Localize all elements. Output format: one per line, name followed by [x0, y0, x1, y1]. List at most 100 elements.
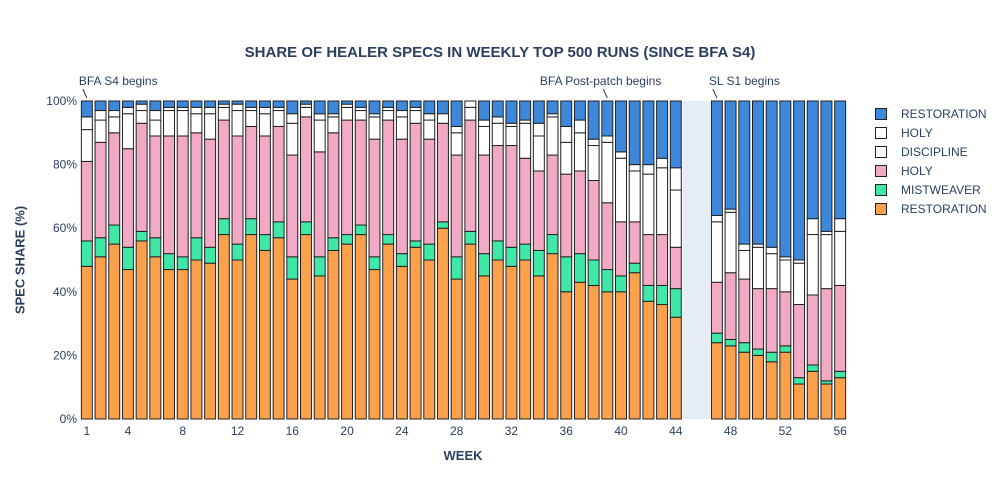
bar-segment: [601, 291, 614, 420]
bar-segment: [560, 291, 573, 420]
bar-segment: [395, 100, 408, 112]
bar-segment: [478, 125, 491, 156]
bar-segment: [656, 167, 669, 236]
bar-segment: [245, 125, 258, 220]
bar-segment: [642, 284, 655, 302]
bar-segment: [765, 253, 778, 290]
bar-segment: [245, 234, 258, 420]
bar-segment: [779, 351, 792, 420]
bar-segment: [806, 218, 819, 236]
bar-segment: [573, 281, 586, 420]
bar-segment: [834, 218, 847, 232]
bar-segment: [176, 110, 189, 137]
legend-swatch: [875, 203, 887, 215]
bar-segment: [286, 154, 299, 258]
bar-segment: [395, 116, 408, 140]
bar-segment: [573, 253, 586, 283]
bar-segment: [478, 100, 491, 121]
bar-segment: [217, 218, 230, 236]
bar-segment: [354, 224, 367, 236]
bar-segment: [245, 110, 258, 127]
x-tick-label: 28: [450, 424, 464, 438]
bar-segment: [341, 119, 354, 236]
bar-segment: [710, 332, 723, 344]
bar-segment: [272, 100, 285, 108]
bar-segment: [710, 281, 723, 334]
bar-segment: [341, 234, 354, 245]
bar-segment: [710, 100, 723, 216]
bar-segment: [108, 116, 121, 134]
bar-segment: [231, 103, 244, 112]
bar-segment: [436, 227, 449, 420]
bar-segment: [546, 234, 559, 255]
bar-segment: [395, 110, 408, 118]
bar-segment: [573, 100, 586, 121]
bar-segment: [450, 132, 463, 156]
bar-segment: [532, 170, 545, 251]
bar-segment: [436, 221, 449, 229]
bar-segment: [231, 243, 244, 261]
bar-segment: [450, 154, 463, 258]
bar-segment: [505, 100, 518, 124]
bar-segment: [163, 135, 176, 255]
bar-segment: [300, 116, 312, 223]
bar-segment: [286, 122, 299, 156]
legend-swatch: [875, 146, 887, 158]
bar-segment: [121, 106, 134, 115]
bar-segment: [368, 116, 381, 140]
legend-label: DISCIPLINE: [901, 145, 968, 159]
bar-segment: [231, 110, 244, 137]
bar-segment: [642, 100, 655, 166]
bar-segment: [601, 100, 614, 137]
bar-segment: [149, 135, 162, 239]
bar-segment: [217, 106, 230, 121]
bar-segment: [519, 157, 532, 245]
bar-segment: [395, 138, 408, 255]
y-tick-label: 0%: [60, 412, 78, 426]
legend-label: RESTORATION: [901, 202, 987, 216]
bar-segment: [751, 246, 764, 290]
bar-segment: [204, 262, 217, 420]
bar-segment: [656, 234, 669, 286]
bar-segment: [751, 348, 764, 356]
bar-segment: [464, 230, 477, 245]
bar-segment: [505, 125, 518, 147]
bar-segment: [313, 113, 326, 121]
legend-swatch: [875, 127, 887, 139]
bar-segment: [368, 256, 381, 271]
bar-segment: [176, 100, 189, 108]
bar-segment: [628, 170, 641, 223]
bar-segment: [258, 113, 271, 137]
bar-segment: [80, 240, 93, 267]
bar-segment: [423, 259, 436, 420]
bar-segment: [286, 100, 299, 115]
bar-segment: [464, 100, 477, 108]
bar-segment: [341, 243, 354, 420]
bar-segment: [313, 275, 326, 420]
bar-segment: [738, 100, 751, 245]
bar-segment: [491, 259, 504, 420]
bar-segment: [793, 383, 806, 420]
bar-segment: [108, 100, 121, 112]
bar-segment: [382, 243, 395, 420]
bar-segment: [313, 256, 326, 277]
bar-segment: [135, 110, 148, 124]
bar-segment: [710, 342, 723, 420]
bar-segment: [204, 246, 217, 264]
bar-segment: [163, 269, 176, 420]
bar-segment: [505, 145, 518, 248]
y-tick-label: 80%: [53, 158, 77, 172]
bar-segment: [368, 269, 381, 420]
bar-segment: [491, 240, 504, 261]
annotation-arrow: [82, 88, 88, 99]
bar-segment: [258, 100, 271, 108]
bar-segment: [204, 113, 217, 140]
bar-segment: [793, 100, 806, 261]
bar-segment: [642, 234, 655, 286]
bar-segment: [656, 284, 669, 306]
bar-segment: [423, 138, 436, 245]
bar-segment: [423, 100, 436, 115]
bar-segment: [560, 256, 573, 293]
bar-segment: [450, 278, 463, 420]
bar-segment: [806, 100, 819, 220]
